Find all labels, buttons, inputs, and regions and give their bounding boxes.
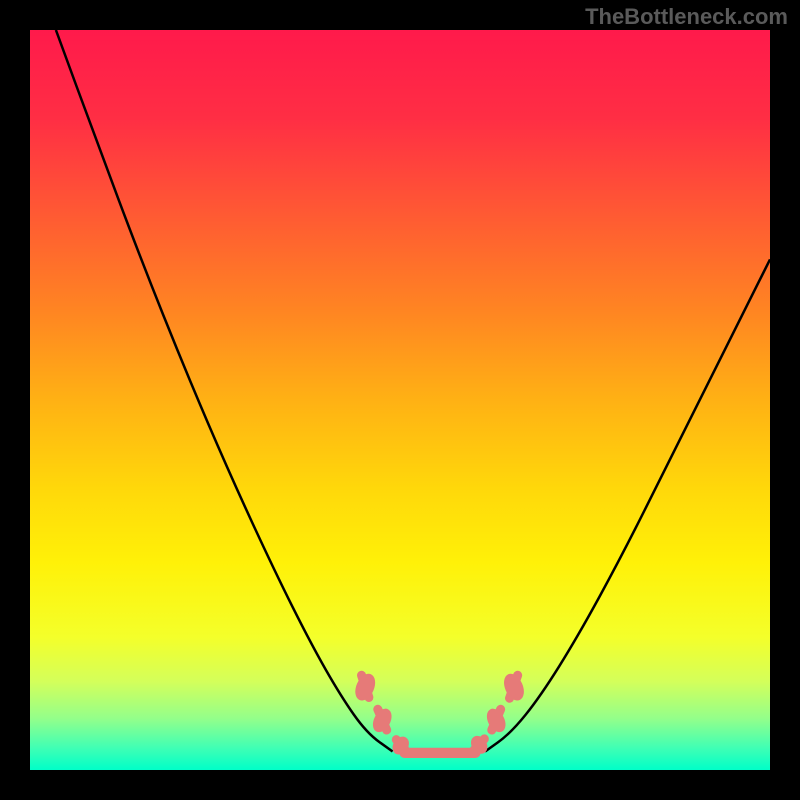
bottleneck-chart <box>0 0 800 800</box>
watermark-text: TheBottleneck.com <box>585 4 788 30</box>
plot-gradient-background <box>30 30 770 770</box>
chart-container: TheBottleneck.com <box>0 0 800 800</box>
